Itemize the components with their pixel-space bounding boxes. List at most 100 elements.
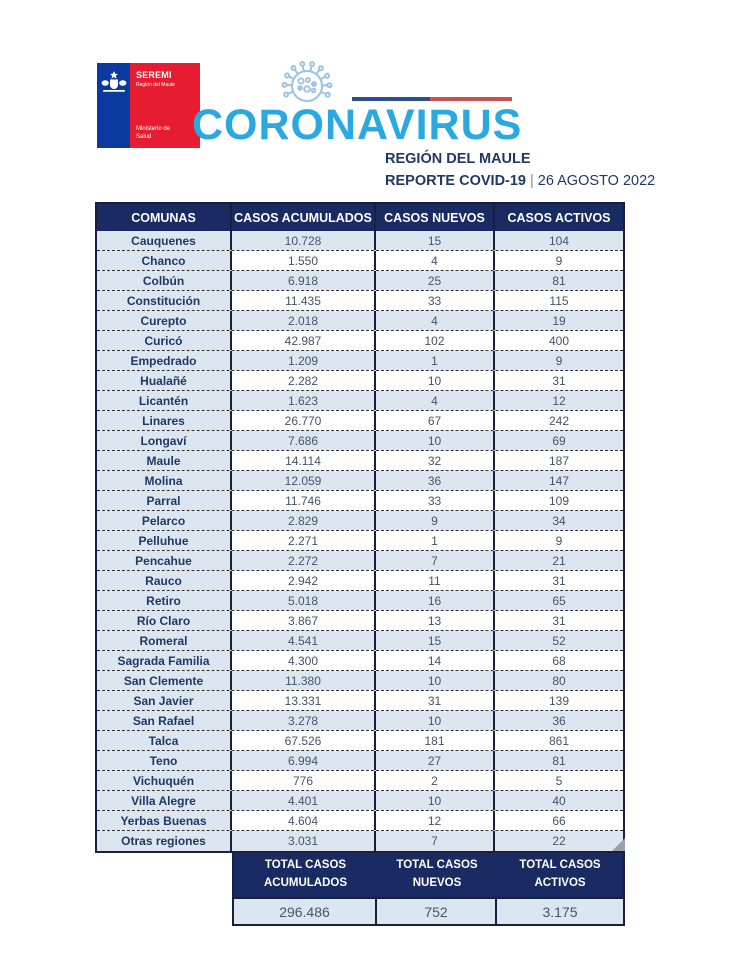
value-cell: 66 [495, 811, 623, 830]
value-cell: 68 [495, 651, 623, 670]
value-cell: 181 [376, 731, 495, 750]
column-header-activos: CASOS ACTIVOS [507, 210, 611, 225]
comuna-cell: Licantén [97, 391, 232, 410]
ministry-label: Ministerio de Salud [136, 126, 171, 141]
table-row: San Rafael 3.278 10 36 [97, 711, 623, 731]
value-cell: 21 [495, 551, 623, 570]
table-row: Parral 11.746 33 109 [97, 491, 623, 511]
value-cell: 11 [376, 571, 495, 590]
value-cell: 4.401 [232, 791, 376, 810]
value-cell: 32 [376, 451, 495, 470]
value-cell: 10 [376, 791, 495, 810]
value-cell: 12 [376, 811, 495, 830]
table-row: Maule 14.114 32 187 [97, 451, 623, 471]
separator: | [530, 173, 534, 189]
value-cell: 31 [495, 571, 623, 590]
table-row: Hualañé 2.282 10 31 [97, 371, 623, 391]
comuna-cell: Otras regiones [97, 831, 232, 851]
table-row: Longaví 7.686 10 69 [97, 431, 623, 451]
comuna-cell: Pencahue [97, 551, 232, 570]
value-cell: 9 [495, 351, 623, 370]
comuna-cell: Colbún [97, 271, 232, 290]
flag-divider-line [352, 97, 512, 101]
value-cell: 26.770 [232, 411, 376, 430]
comuna-cell: Maule [97, 451, 232, 470]
value-cell: 33 [376, 491, 495, 510]
value-cell: 12 [495, 391, 623, 410]
flag-line-red-segment [430, 97, 512, 101]
value-cell: 11.435 [232, 291, 376, 310]
report-label: REPORTE COVID-19 [385, 173, 526, 189]
value-cell: 69 [495, 431, 623, 450]
value-cell: 33 [376, 291, 495, 310]
value-cell: 187 [495, 451, 623, 470]
table-row: Linares 26.770 67 242 [97, 411, 623, 431]
value-cell: 16 [376, 591, 495, 610]
table-row: Vichuquén 776 2 5 [97, 771, 623, 791]
column-header-acumulados: CASOS ACUMULADOS [232, 204, 376, 231]
table-row: Pelluhue 2.271 1 9 [97, 531, 623, 551]
comuna-cell: Yerbas Buenas [97, 811, 232, 830]
table-row: Empedrado 1.209 1 9 [97, 351, 623, 371]
value-cell: 81 [495, 751, 623, 770]
value-cell: 3.031 [232, 831, 376, 851]
comuna-cell: San Clemente [97, 671, 232, 690]
table-body: Cauquenes 10.728 15 104 Chanco 1.550 4 9 Colbún 6… [97, 231, 623, 851]
report-date: 26 AGOSTO 2022 [537, 173, 656, 189]
table-header-row: COMUNAS CASOS ACUMULADOS CASOS NUEVOS CA… [97, 204, 623, 231]
value-cell: 242 [495, 411, 623, 430]
table-row: San Clemente 11.380 10 80 [97, 671, 623, 691]
value-cell: 147 [495, 471, 623, 490]
value-cell: 12.059 [232, 471, 376, 490]
table-row: Rauco 2.942 11 31 [97, 571, 623, 591]
comuna-cell: Curicó [97, 331, 232, 350]
value-cell: 11.746 [232, 491, 376, 510]
value-cell: 25 [376, 271, 495, 290]
value-cell: 31 [495, 371, 623, 390]
value-cell: 7 [376, 831, 495, 851]
value-cell: 776 [232, 771, 376, 790]
value-cell: 9 [495, 251, 623, 270]
value-cell: 31 [495, 611, 623, 630]
value-cell: 80 [495, 671, 623, 690]
value-cell: 861 [495, 731, 623, 750]
cases-table: COMUNAS CASOS ACUMULADOS CASOS NUEVOS CA… [95, 202, 625, 853]
comuna-cell: Vichuquén [97, 771, 232, 790]
value-cell: 6.994 [232, 751, 376, 770]
value-cell: 15 [376, 631, 495, 650]
table-row: Colbún 6.918 25 81 [97, 271, 623, 291]
value-cell: 4.604 [232, 811, 376, 830]
value-cell: 1.623 [232, 391, 376, 410]
value-cell: 19 [495, 311, 623, 330]
column-header-nuevos: CASOS NUEVOS [376, 204, 495, 231]
value-cell: 115 [495, 291, 623, 310]
value-cell: 2.018 [232, 311, 376, 330]
table-row: San Javier 13.331 31 139 [97, 691, 623, 711]
comuna-cell: Chanco [97, 251, 232, 270]
value-cell: 2 [376, 771, 495, 790]
value-cell: 13 [376, 611, 495, 630]
total-header-line: TOTAL CASOS [264, 859, 347, 872]
logo-blue-panel [97, 63, 130, 148]
total-header-line: NUEVOS [412, 877, 462, 889]
value-cell: 4.300 [232, 651, 376, 670]
comuna-cell: Parral [97, 491, 232, 510]
table-row: Licantén 1.623 4 12 [97, 391, 623, 411]
value-cell: 9 [376, 511, 495, 530]
value-cell: 2.829 [232, 511, 376, 530]
value-cell: 34 [495, 511, 623, 530]
comuna-cell: Sagrada Familia [97, 651, 232, 670]
comuna-cell: San Javier [97, 691, 232, 710]
table-row: Yerbas Buenas 4.604 12 66 [97, 811, 623, 831]
table-row: Teno 6.994 27 81 [97, 751, 623, 771]
table-row: Chanco 1.550 4 9 [97, 251, 623, 271]
value-cell: 15 [376, 231, 495, 250]
comuna-cell: Pelluhue [97, 531, 232, 550]
comuna-cell: Empedrado [97, 351, 232, 370]
coat-of-arms-icon [101, 71, 127, 100]
totals-values-row: 296.486 752 3.175 [234, 897, 623, 924]
column-header-comunas: COMUNAS [97, 204, 232, 231]
value-cell: 10.728 [232, 231, 376, 250]
total-header-cell: TOTAL CASOS ACTIVOS [497, 853, 623, 897]
comuna-cell: Linares [97, 411, 232, 430]
